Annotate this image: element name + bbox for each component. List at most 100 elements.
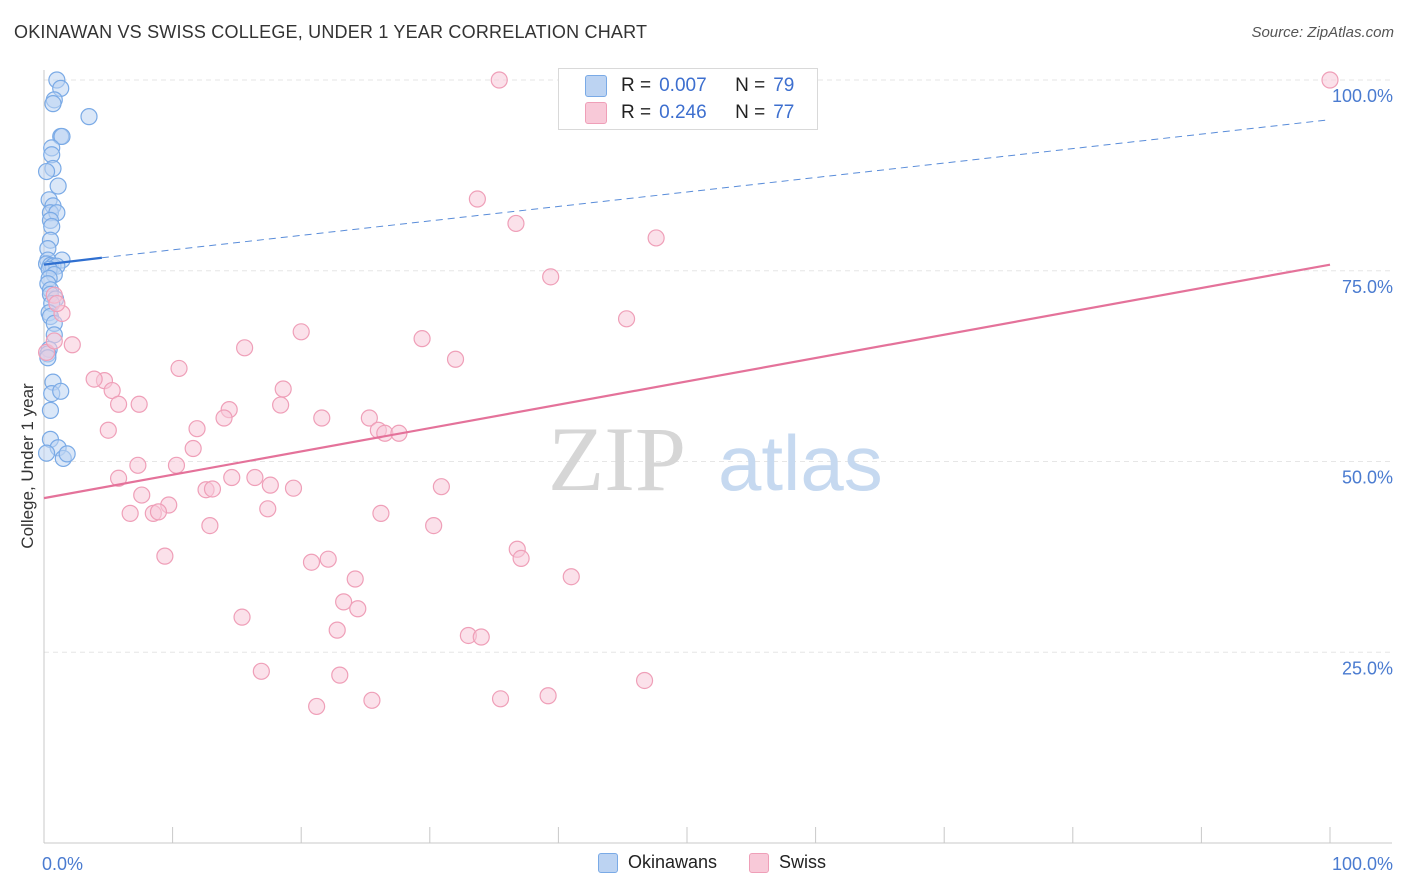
source-label: Source: ZipAtlas.com [1251,24,1394,41]
chart-title: OKINAWAN VS SWISS COLLEGE, UNDER 1 YEAR … [14,22,648,42]
point-swiss [512,549,530,568]
point-swiss [246,468,264,487]
legend-name-swiss: Swiss [779,852,827,872]
data-points [37,71,1339,716]
point-swiss [156,547,174,565]
point-swiss [109,469,128,487]
point-swiss [1321,71,1339,89]
legend-row-swiss: R = 0.246 N = 77 [585,101,794,125]
legend-swatch-swiss [749,852,770,873]
point-swiss [261,476,279,494]
point-swiss [346,570,364,588]
point-okinawans [41,401,60,419]
point-swiss [335,593,353,611]
legend-n-label: N = [735,75,766,96]
axis-labels: 100.0% 75.0% 50.0% 25.0% 0.0% 100.0% College, … [18,86,1393,874]
point-swiss [109,395,128,413]
point-swiss [432,478,450,496]
legend-r-label: R = [621,75,652,96]
stats-legend: R = 0.007 N = 79 R = 0.246 N = 77 [558,68,818,130]
trend-line-okinawans [43,256,102,266]
point-swiss [236,339,254,357]
point-okinawans [80,108,98,126]
point-swiss [617,310,636,328]
y-tick-label: 100.0% [1332,86,1393,106]
point-swiss [223,468,241,487]
point-swiss [507,214,525,233]
point-swiss [372,504,390,522]
legend-r-value-okinawans: 0.007 [659,75,707,96]
point-swiss [85,370,103,388]
legend-r-value-swiss: 0.246 [659,102,707,123]
point-swiss [215,409,233,427]
point-swiss [188,420,206,438]
point-swiss [167,456,186,474]
legend-item-okinawans[interactable]: Okinawans [598,852,717,873]
point-swiss [272,396,290,414]
point-swiss [201,516,219,535]
y-axis-title: College, Under 1 year [18,383,37,549]
point-swiss [542,268,560,286]
point-swiss [63,336,81,354]
point-swiss [413,330,431,348]
legend-n-value-swiss: 77 [773,102,795,123]
point-swiss [149,503,168,521]
legend-n-label: N = [735,102,766,123]
watermark-atlas: atlas [718,419,883,507]
point-swiss [259,500,277,518]
point-swiss [99,421,117,439]
point-swiss [121,504,139,522]
point-swiss [203,480,222,498]
point-swiss [647,229,665,247]
legend-row-okinawans: R = 0.007 N = 79 [585,74,794,98]
point-okinawans [58,445,76,463]
point-swiss [360,409,378,427]
gridlines [44,79,1392,653]
point-okinawans [53,127,71,146]
point-swiss [313,409,331,427]
point-swiss [48,294,66,313]
point-swiss [252,662,270,680]
legend-swatch-okinawans [598,852,618,873]
point-swiss [319,550,337,568]
watermark: ZIP atlas [548,408,883,510]
point-swiss [472,628,490,646]
point-swiss [331,666,349,684]
point-swiss [490,71,508,89]
point-swiss [129,456,147,474]
y-tick-label: 25.0% [1342,658,1393,678]
legend-item-swiss[interactable]: Swiss [749,852,826,873]
y-tick-label: 50.0% [1342,468,1393,488]
x-tick-label-min: 0.0% [42,854,83,874]
point-swiss [103,381,121,400]
x-tick-label-max: 100.0% [1332,854,1393,874]
point-swiss [130,395,148,413]
point-swiss [233,608,251,626]
point-swiss [446,350,465,368]
point-swiss [328,621,346,639]
point-swiss [284,479,303,497]
point-okinawans [49,177,67,195]
legend-swatch-okinawans [585,75,607,97]
trend-line-swiss [43,263,1331,500]
point-swiss [170,359,188,378]
point-swiss [133,486,151,504]
point-swiss [562,568,580,586]
trend-lines [43,119,1331,500]
point-swiss [425,516,443,535]
point-swiss [349,600,367,618]
point-okinawans [52,382,70,400]
point-swiss [184,439,202,458]
legend-swatch-swiss [585,102,607,124]
y-tick-label: 75.0% [1342,277,1393,297]
trend-line-okinawans-extended [101,119,1331,259]
watermark-zip: ZIP [548,408,686,510]
legend-r-label: R = [621,102,652,123]
point-swiss [491,690,510,708]
point-swiss [539,687,557,705]
point-swiss [363,691,381,709]
point-okinawans [37,162,56,181]
point-swiss [468,190,486,208]
legend-n-value-okinawans: 79 [773,75,795,96]
series-legend: Okinawans Swiss [598,852,858,873]
